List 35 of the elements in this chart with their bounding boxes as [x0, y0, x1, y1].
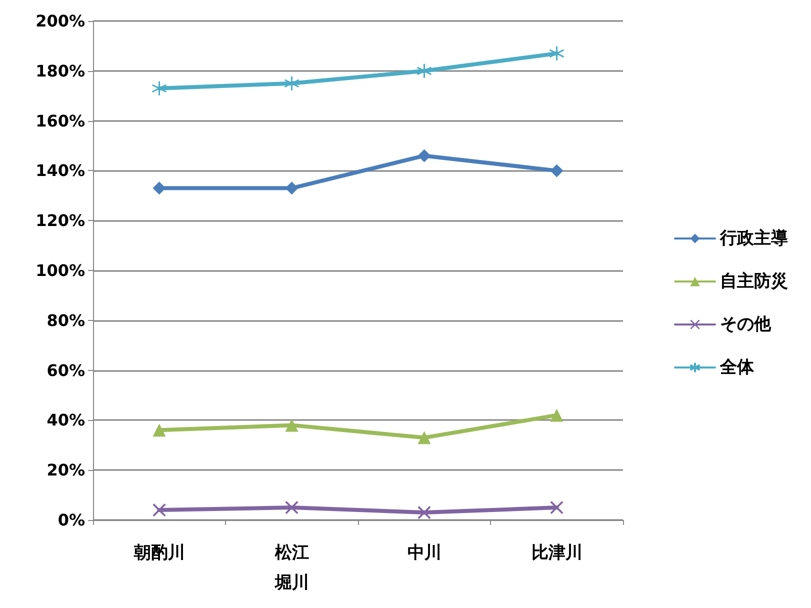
x-tick-label: 中川: [407, 543, 442, 563]
point: [549, 46, 564, 62]
point: [284, 76, 300, 92]
y-tick-label: 0%: [58, 510, 85, 530]
point: [418, 149, 431, 162]
x-tick-label: 比津川: [531, 543, 582, 563]
point: [152, 504, 166, 517]
y-tick-label: 20%: [46, 460, 85, 480]
y-tick-label: 100%: [36, 261, 85, 280]
point: [285, 418, 298, 432]
point: [418, 431, 431, 444]
legend-label: その他: [720, 314, 772, 334]
point: [550, 408, 564, 422]
y-tick-label: 120%: [36, 211, 85, 230]
y-tick-label: 60%: [46, 360, 85, 380]
point: [285, 501, 298, 514]
point: [152, 80, 167, 96]
legend-label: 全体: [719, 358, 755, 378]
y-tick-label: 180%: [36, 61, 85, 80]
point: [550, 164, 564, 178]
y-tick-label: 40%: [46, 410, 85, 430]
x-tick-label: 朝酌川: [132, 543, 185, 563]
y-tick-label: 160%: [36, 111, 85, 130]
point: [285, 182, 298, 195]
point: [416, 63, 432, 79]
legend-label: 行政主導: [719, 228, 788, 248]
point: [550, 501, 564, 514]
y-tick-label: 140%: [36, 161, 85, 180]
y-tick-label: 80%: [46, 310, 85, 330]
y-tick-label: 200%: [36, 12, 85, 30]
point: [418, 506, 431, 520]
x-tick-label: 松江堀川: [274, 543, 309, 593]
point: [152, 424, 166, 437]
point: [152, 182, 166, 195]
legend-label: 自主防災: [720, 272, 788, 292]
